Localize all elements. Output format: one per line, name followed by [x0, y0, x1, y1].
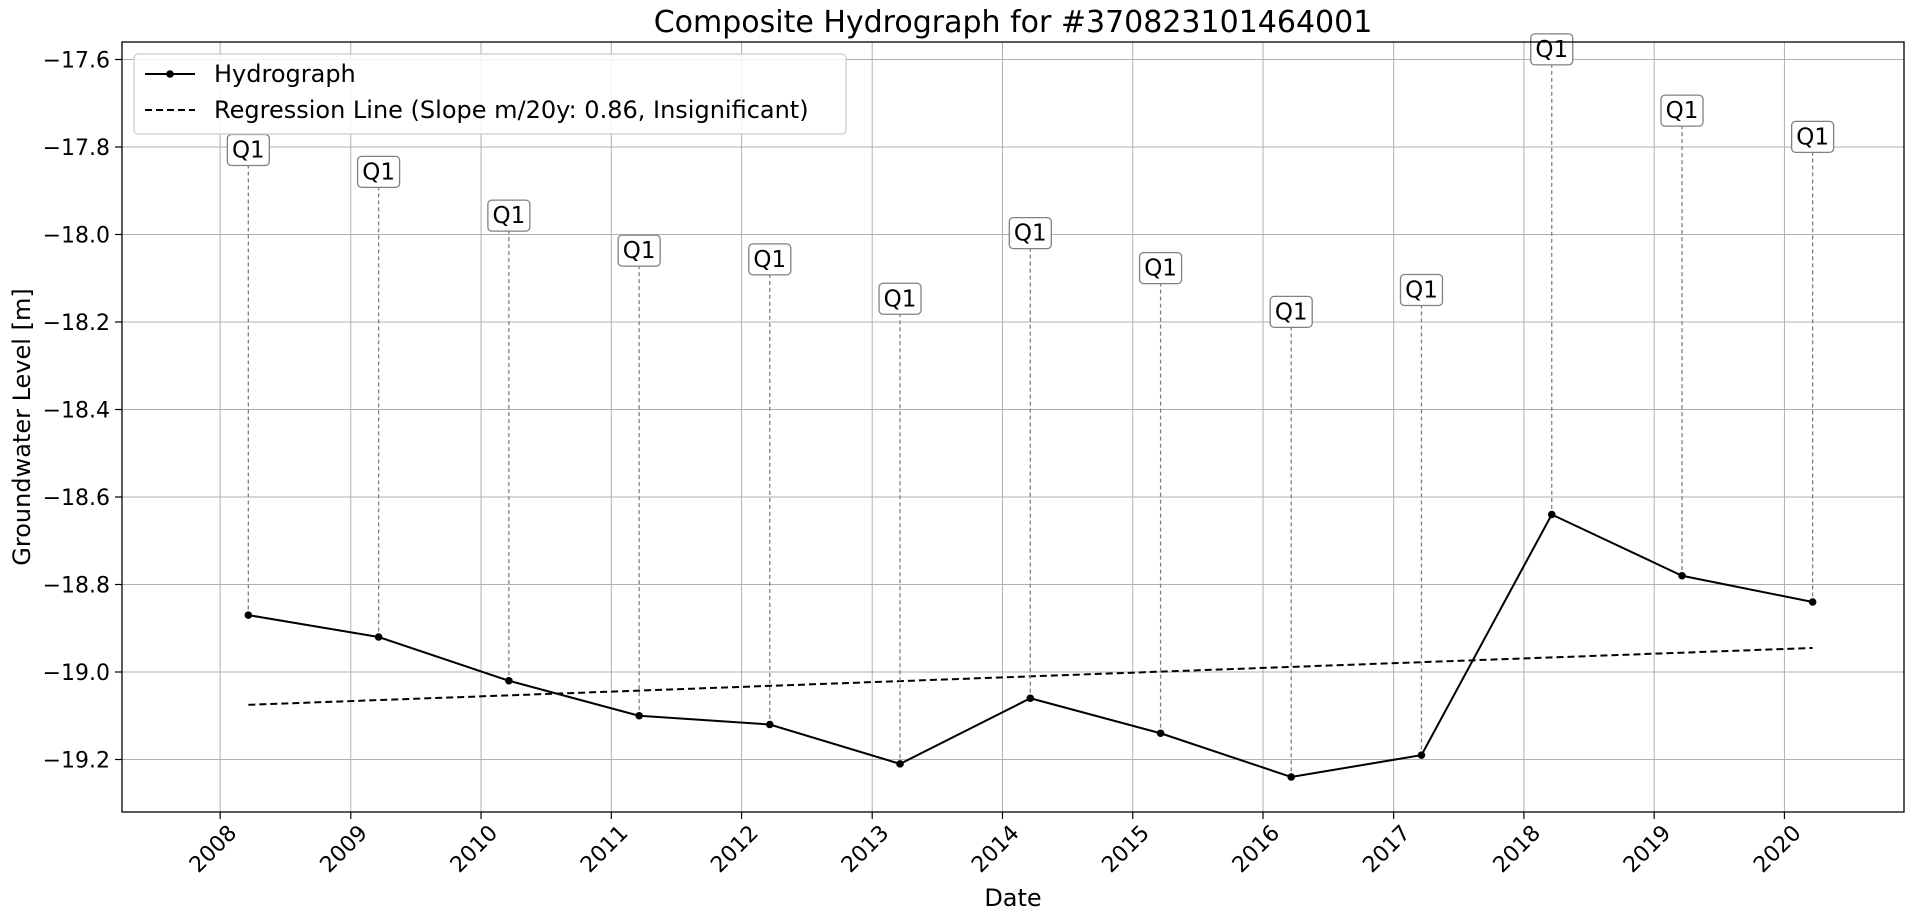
annotation-box	[878, 282, 922, 315]
x-tick-label: 2013	[837, 821, 894, 878]
annotation-box	[1008, 216, 1052, 250]
legend: Hydrograph Regression Line (Slope m/20y:…	[133, 53, 847, 135]
hydrograph-layer	[244, 510, 1817, 781]
y-tick-label: −19.2	[43, 749, 110, 774]
annotation-layer: Q1 Q1 Q1 Q1 Q1 Q1 Q1 Q1 Q1 Q1 Q1 Q1 Q1	[226, 33, 1835, 777]
y-tick-label: −19.0	[43, 661, 110, 686]
hydrograph-point	[374, 633, 383, 641]
annotation-label: Q1	[623, 238, 656, 264]
hydrograph-point	[505, 676, 513, 685]
annotation-box	[1269, 295, 1313, 329]
annotation-label: Q1	[1535, 37, 1568, 63]
chart-title: Composite Hydrograph for #37082310146400…	[654, 5, 1373, 40]
x-tick-label: 2008	[185, 821, 242, 878]
annotation-label: Q1	[1405, 278, 1438, 304]
annotation-label: Q1	[362, 159, 395, 185]
grid-lines	[122, 42, 1904, 812]
annotation-label: Q1	[493, 203, 526, 229]
legend-regression-label: Regression Line (Slope m/20y: 0.86, Insi…	[214, 96, 809, 124]
annotation-label: Q1	[753, 247, 786, 273]
x-tick-label: 2016	[1228, 821, 1285, 878]
x-tick-label: 2020	[1749, 821, 1806, 878]
y-axis-ticks: −17.6 −17.8 −18.0 −18.2 −18.4 −18.6 −18.8 −19.0…	[43, 49, 122, 774]
annotation-box	[617, 234, 661, 267]
hydrograph-point	[765, 720, 774, 729]
annotation-box	[487, 199, 531, 232]
y-tick-label: −18.2	[43, 311, 110, 336]
x-tick-label: 2011	[576, 821, 633, 878]
annotation-box	[1399, 273, 1444, 307]
y-tick-label: −17.8	[43, 136, 110, 161]
annotation-box	[1660, 94, 1704, 127]
annotation-label: Q1	[1275, 299, 1308, 325]
legend-hydrograph-marker	[166, 70, 174, 78]
legend-box	[133, 53, 847, 135]
hydrograph-point	[244, 611, 253, 619]
y-tick-label: −18.4	[43, 399, 110, 424]
annotation-box	[356, 155, 401, 189]
hydrograph-point	[1547, 510, 1556, 519]
annotation-box	[1790, 120, 1835, 154]
annotation-label: Q1	[1144, 256, 1177, 282]
legend-hydrograph-label: Hydrograph	[214, 60, 356, 88]
x-tick-label: 2012	[706, 821, 763, 878]
annotation-box	[1138, 251, 1183, 285]
x-tick-label: 2014	[967, 821, 1024, 878]
annotation-box	[748, 243, 792, 276]
y-tick-label: −17.6	[43, 49, 110, 74]
hydrograph-point	[1808, 598, 1817, 606]
y-axis-title: Groundwater Level [m]	[8, 288, 36, 565]
annotation-label: Q1	[232, 138, 265, 164]
annotation-label: Q1	[884, 286, 917, 312]
annotation-label: Q1	[1014, 221, 1047, 247]
annotation-label: Q1	[1666, 98, 1699, 124]
y-tick-label: −18.0	[43, 224, 110, 249]
x-tick-label: 2019	[1619, 821, 1676, 878]
hydrograph-line	[248, 513, 1813, 779]
x-tick-label: 2018	[1489, 821, 1546, 878]
x-tick-label: 2010	[446, 821, 503, 878]
hydrograph-point	[896, 760, 904, 768]
hydrograph-point	[1287, 773, 1296, 781]
hydrograph-point	[635, 711, 643, 720]
annotation-label: Q1	[1796, 124, 1829, 150]
plot-frame	[121, 41, 1905, 813]
hydrograph-point	[1417, 751, 1426, 759]
x-tick-label: 2017	[1358, 821, 1415, 878]
hydrograph-point	[1156, 729, 1165, 738]
x-tick-label: 2009	[316, 821, 373, 878]
x-tick-label: 2015	[1098, 821, 1155, 878]
y-tick-label: −18.6	[43, 486, 110, 511]
y-tick-label: −18.8	[43, 574, 110, 599]
x-axis-ticks: 2008 2009 2010 2011 2012 2013 2014 2015 2016 2017…	[185, 812, 1806, 878]
hydrograph-point	[1678, 571, 1686, 580]
x-axis-title: Date	[984, 884, 1041, 912]
hydrograph-point	[1026, 694, 1035, 703]
